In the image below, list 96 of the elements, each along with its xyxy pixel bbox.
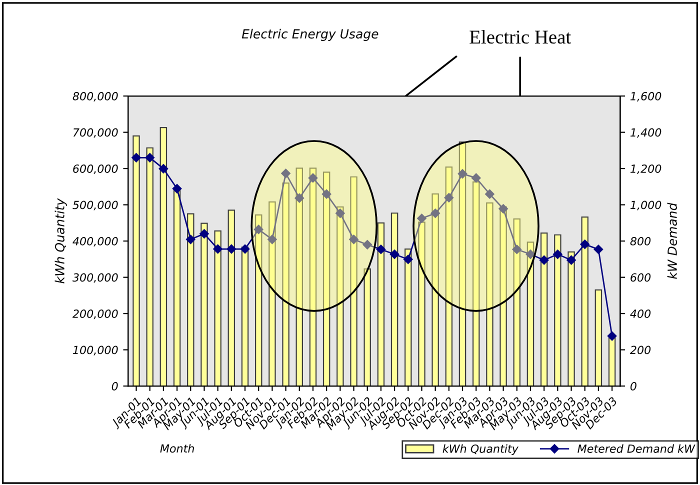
point [498, 204, 508, 214]
point [485, 189, 494, 199]
point [186, 234, 196, 244]
bar [500, 206, 507, 386]
y2-tick-label: 1,000 [630, 200, 662, 210]
bar [458, 142, 466, 386]
point [526, 250, 536, 259]
y2-axis-title: kW Demand [667, 202, 677, 279]
bar [404, 248, 412, 386]
bar [214, 230, 222, 386]
point [458, 169, 468, 178]
point [145, 153, 154, 162]
y2-tick-label: 600 [630, 273, 651, 282]
bar [146, 147, 154, 386]
point [444, 193, 454, 202]
point [336, 208, 345, 218]
point [471, 173, 481, 183]
bar [418, 222, 426, 386]
bar [581, 216, 588, 386]
bar [254, 214, 262, 386]
bar [187, 213, 194, 386]
y-tick-label: 500,000 [72, 200, 118, 210]
point [553, 250, 562, 259]
bar [472, 181, 480, 386]
point [512, 244, 522, 254]
point [580, 240, 590, 249]
point [417, 214, 426, 224]
bar [377, 222, 385, 386]
bar [364, 268, 371, 386]
bar [445, 166, 453, 386]
bar [390, 212, 398, 386]
point [308, 173, 318, 183]
y2-tick-label: 200 [630, 346, 651, 354]
bar [322, 172, 330, 386]
point [539, 255, 549, 265]
point [362, 240, 372, 250]
point [200, 229, 209, 238]
bar [309, 168, 317, 386]
bar [486, 202, 494, 386]
point [594, 244, 604, 254]
point [294, 193, 304, 203]
y-tick-label: 400,000 [72, 237, 118, 247]
bar [282, 182, 290, 386]
text: Electric Heat [470, 30, 571, 44]
y2-tick-label: 800 [630, 237, 651, 246]
bar [554, 234, 562, 386]
point [226, 244, 236, 254]
point [158, 164, 168, 174]
bar [594, 289, 602, 386]
y-tick-label: 800,000 [72, 92, 118, 102]
y2-tick-label: 1,400 [630, 128, 662, 138]
chart-title: Electric Energy Usage [242, 28, 378, 41]
point [566, 255, 576, 265]
y-axis-title: kWh Quantity [54, 198, 67, 284]
y-tick-label: 700,000 [73, 128, 118, 138]
point [404, 254, 413, 264]
y-tick-label: 200,000 [72, 310, 118, 320]
point [322, 189, 332, 199]
point [268, 234, 277, 244]
y2-tick-label: 400 [630, 310, 651, 318]
bar [336, 206, 344, 386]
y-tick-label: 300,000 [72, 273, 118, 283]
point [172, 184, 182, 194]
bar [268, 201, 276, 386]
y2-tick-label: 0 [630, 382, 636, 390]
y-tick-label: 600,000 [73, 164, 118, 174]
bar [513, 218, 520, 386]
bar [228, 210, 236, 386]
bar [173, 190, 181, 386]
point [390, 250, 400, 259]
x-axis-title: Month [160, 444, 194, 453]
legend-label: Metered Demand kW [578, 444, 696, 453]
y-tick-label: 100,000 [72, 346, 118, 356]
point [254, 224, 264, 234]
legend-label: kWh Quantity [442, 444, 519, 456]
point [240, 244, 250, 254]
y2-tick-label: 1,200 [630, 164, 662, 174]
bar [608, 336, 616, 386]
bar [160, 127, 168, 386]
bar [296, 168, 303, 386]
point [430, 208, 440, 218]
bar [350, 176, 358, 386]
y2-tick-label: 1,600 [630, 92, 662, 102]
bar [540, 232, 548, 386]
point [132, 153, 141, 162]
point [349, 234, 358, 244]
bar [132, 135, 140, 386]
point [376, 244, 386, 254]
bar [432, 193, 439, 386]
bar [241, 246, 249, 386]
point [281, 168, 290, 178]
point [213, 244, 222, 254]
bar [568, 251, 575, 386]
y-tick-label: 0 [112, 382, 118, 390]
bar [200, 222, 208, 386]
point [607, 331, 617, 341]
